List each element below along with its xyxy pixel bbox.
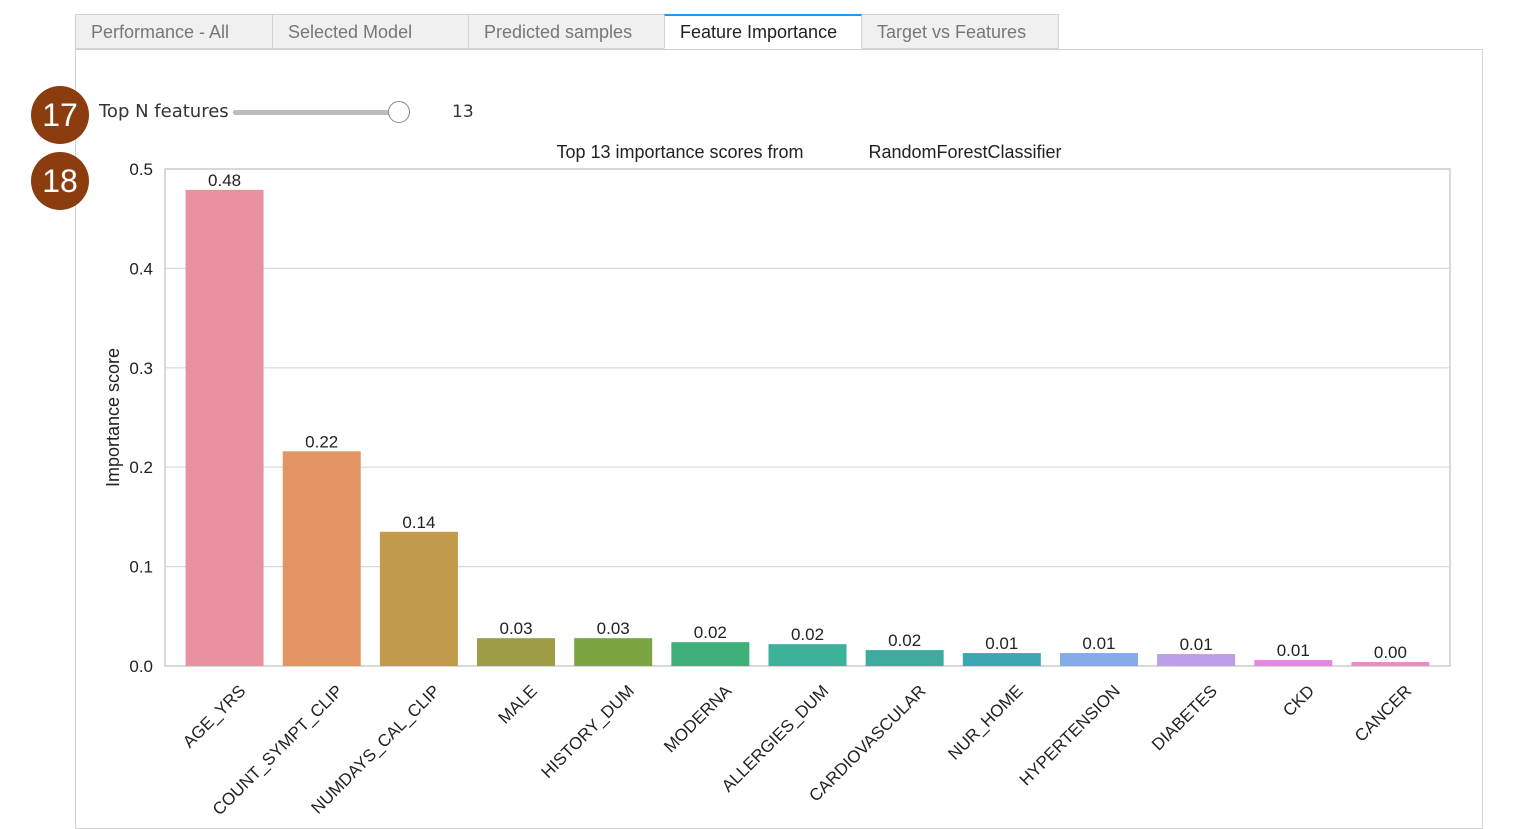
bar-age-yrs xyxy=(185,189,264,666)
bar-cancer xyxy=(1351,662,1430,666)
x-tick-label: MODERNA xyxy=(660,681,735,756)
bar-value-label: 0.01 xyxy=(1082,634,1115,653)
bar-value-label: 0.02 xyxy=(791,625,824,644)
bar-value-label: 0.01 xyxy=(985,634,1018,653)
y-tick-label: 0.2 xyxy=(129,458,153,477)
step-badge-17: 17 xyxy=(31,86,89,144)
bar-value-label: 0.02 xyxy=(694,623,727,642)
bar-numdays-cal-clip xyxy=(379,531,458,666)
bar-value-label: 0.03 xyxy=(597,619,630,638)
bar-value-label: 0.22 xyxy=(305,432,338,451)
bar-diabetes xyxy=(1157,654,1236,666)
bar-count-sympt-clip xyxy=(282,451,361,666)
x-tick-label: AGE_YRS xyxy=(179,681,249,751)
bar-value-label: 0.01 xyxy=(1277,641,1310,660)
top-n-features-slider[interactable] xyxy=(233,101,410,123)
x-tick-label: NUR_HOME xyxy=(944,681,1026,763)
bar-allergies-dum xyxy=(768,644,847,666)
bar-ckd xyxy=(1254,660,1333,666)
y-tick-label: 0.5 xyxy=(129,160,153,179)
bar-moderna xyxy=(671,642,750,666)
tab-feature-importance[interactable]: Feature Importance xyxy=(664,14,862,49)
bar-value-label: 0.14 xyxy=(402,513,435,532)
x-tick-label: MALE xyxy=(495,681,541,727)
bar-history-dum xyxy=(574,638,653,666)
bar-value-label: 0.01 xyxy=(1180,635,1213,654)
y-axis-label: Importance score xyxy=(103,348,123,487)
tab-performance-all[interactable]: Performance - All xyxy=(75,14,273,49)
bar-cardiovascular xyxy=(865,650,944,666)
chart-title-left: Top 13 importance scores from xyxy=(556,142,803,162)
tab-predicted-samples[interactable]: Predicted samples xyxy=(468,14,665,49)
y-tick-label: 0.0 xyxy=(129,657,153,676)
bar-value-label: 0.00 xyxy=(1374,643,1407,662)
bar-value-label: 0.48 xyxy=(208,171,241,190)
bar-male xyxy=(477,638,556,666)
y-tick-label: 0.4 xyxy=(129,259,153,278)
x-tick-label: HISTORY_DUM xyxy=(538,681,638,781)
plot-area xyxy=(164,168,1451,667)
x-tick-label: CANCER xyxy=(1351,681,1415,745)
x-tick-label: DIABETES xyxy=(1148,681,1221,754)
y-tick-label: 0.3 xyxy=(129,359,153,378)
slider-fill xyxy=(233,110,399,115)
y-tick-label: 0.1 xyxy=(129,558,153,577)
top-n-features-label: Top N features xyxy=(99,101,229,122)
tab-target-vs-features[interactable]: Target vs Features xyxy=(861,14,1059,49)
bar-value-label: 0.02 xyxy=(888,631,921,650)
x-tick-label: HYPERTENSION xyxy=(1016,681,1124,789)
bar-nur-home xyxy=(962,653,1041,666)
x-tick-label: ALLERGIES_DUM xyxy=(718,681,832,795)
x-tick-label: CKD xyxy=(1279,681,1318,720)
bar-value-label: 0.03 xyxy=(499,619,532,638)
chart-title-right: RandomForestClassifier xyxy=(868,142,1061,162)
slider-thumb[interactable] xyxy=(388,101,410,123)
bar-hypertension xyxy=(1059,653,1138,666)
top-n-features-value: 13 xyxy=(452,102,474,122)
step-badge-18: 18 xyxy=(31,152,89,210)
tab-selected-model[interactable]: Selected Model xyxy=(272,14,469,49)
